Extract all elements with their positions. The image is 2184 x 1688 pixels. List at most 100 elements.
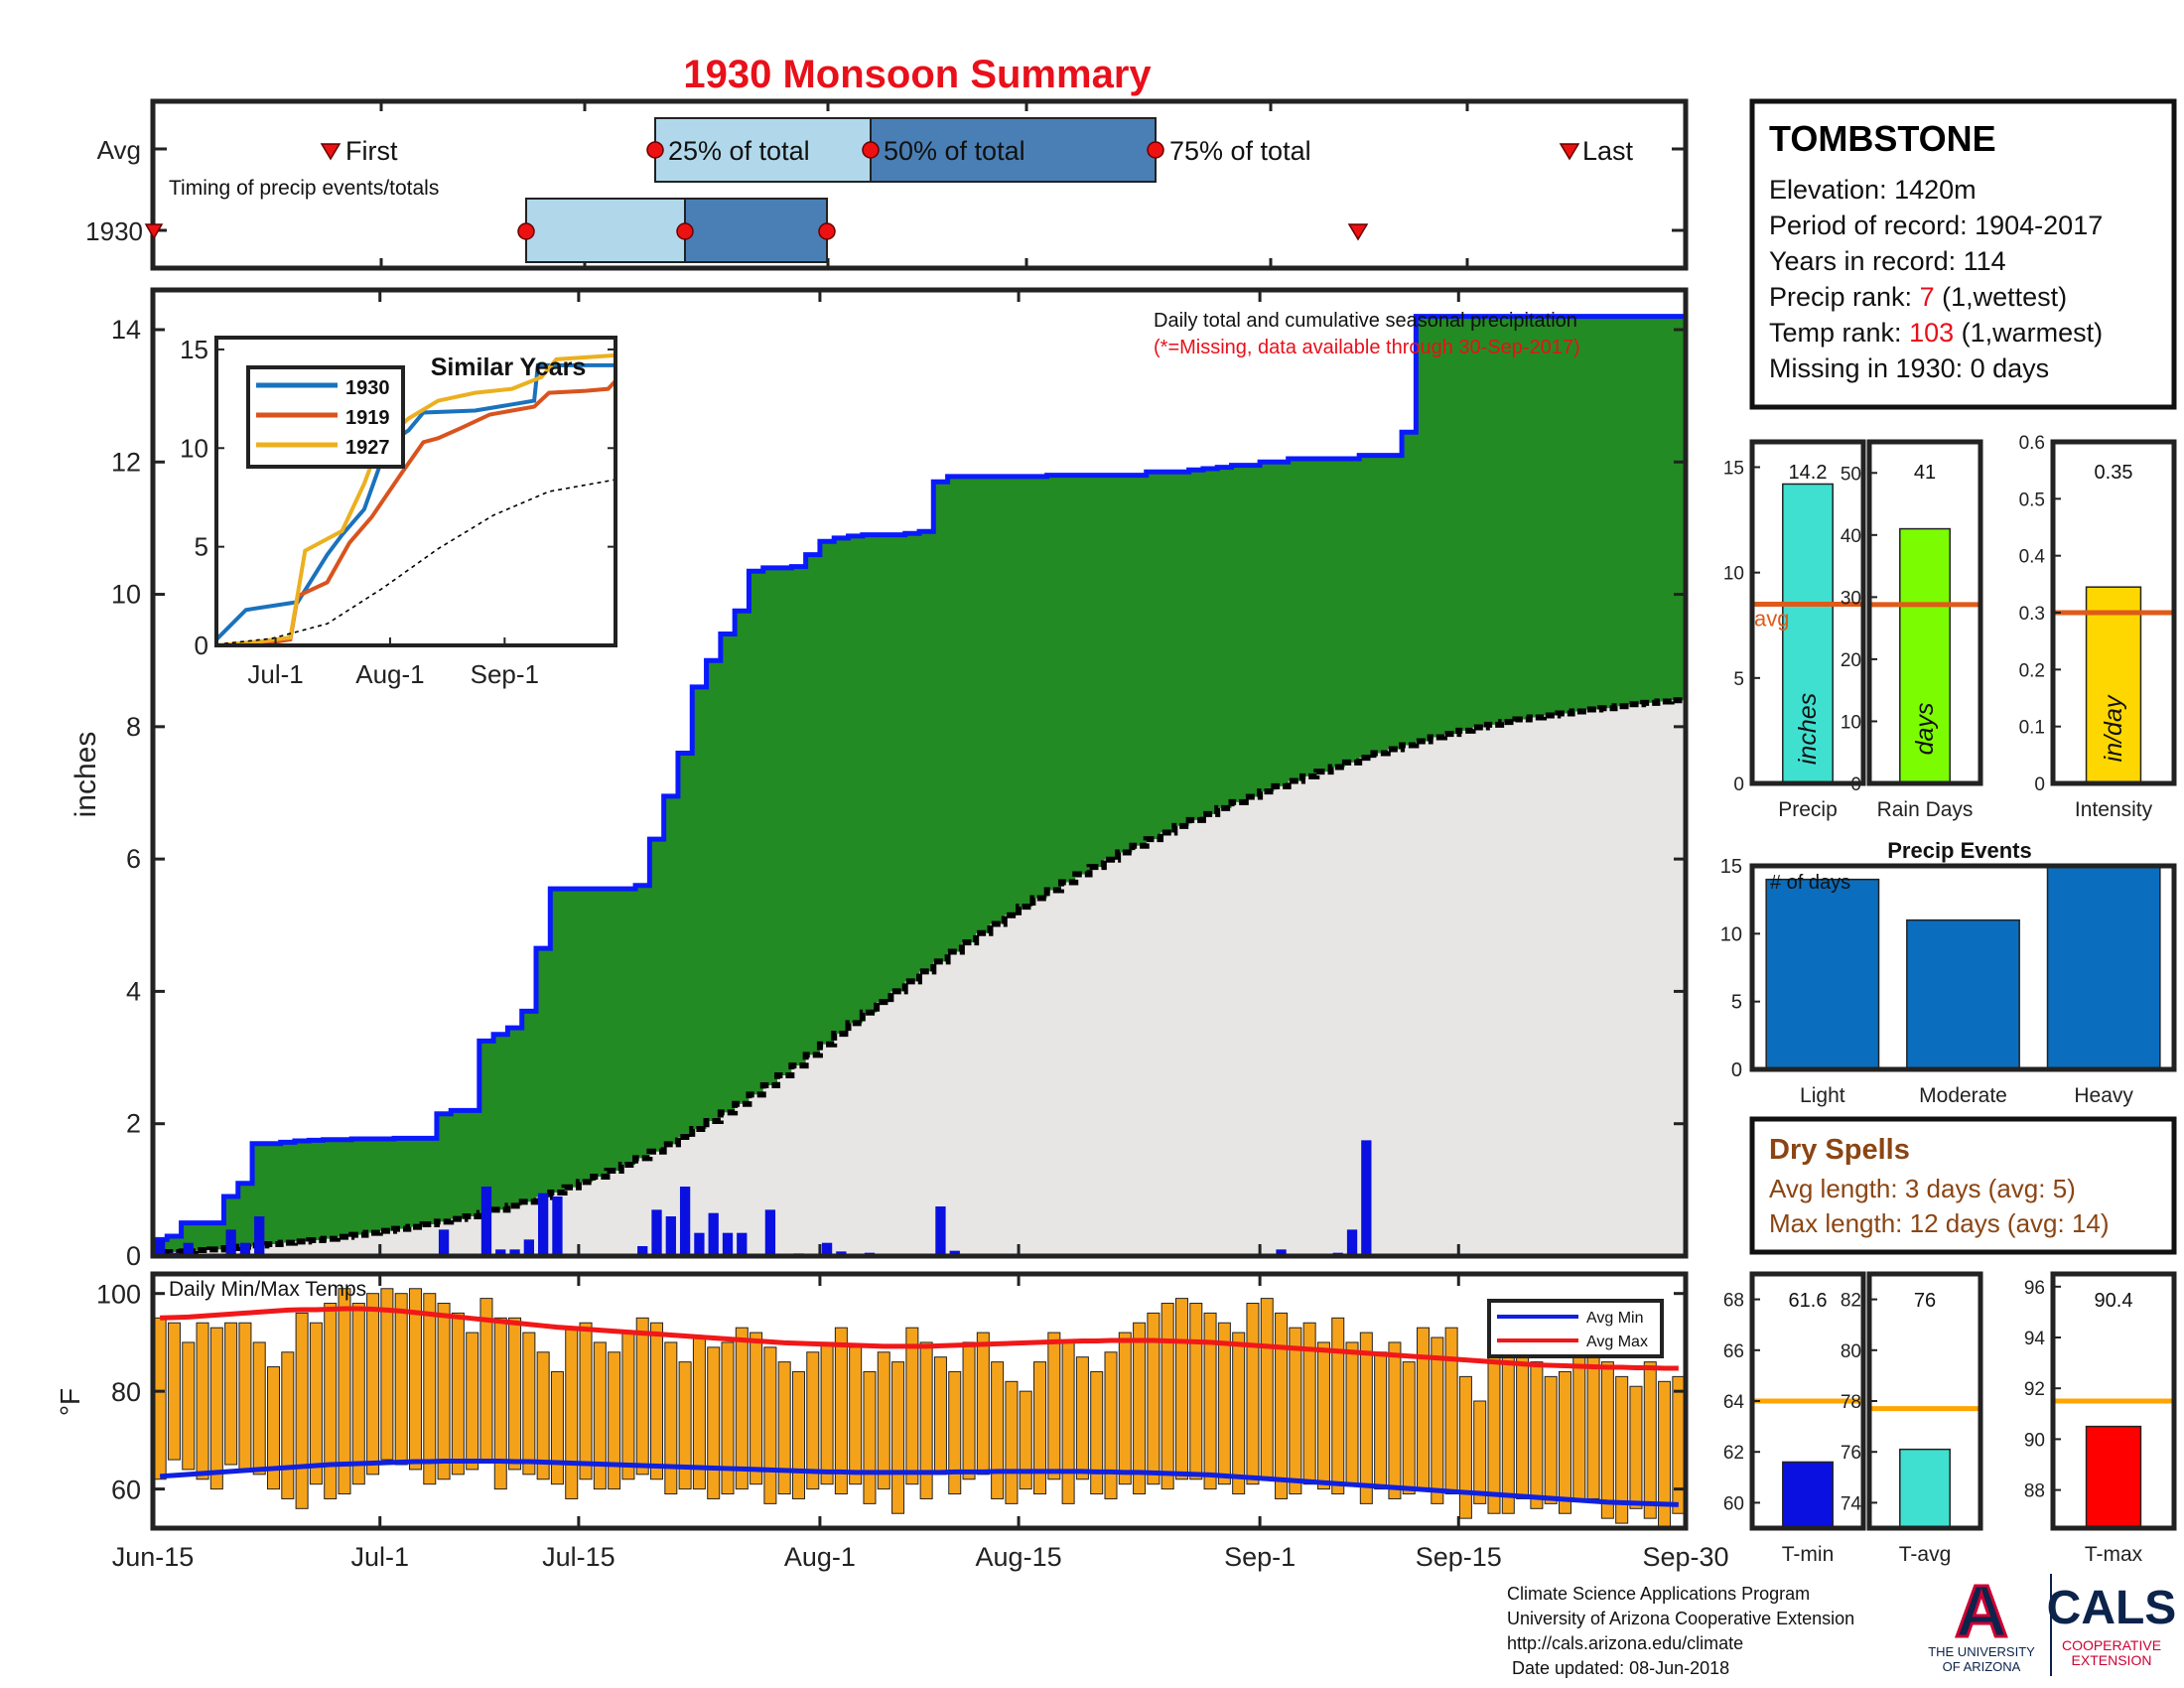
precip-events-chart: Precip Events Light Moderate Heavy 0 5 10 15 #… bbox=[1720, 838, 2177, 1107]
dry-spells-avg: Avg length: 3 days (avg: 5) bbox=[1769, 1174, 2076, 1203]
date-tick-label: Jul-1 bbox=[350, 1542, 409, 1572]
gauge-tick-label: 0 bbox=[1733, 774, 1744, 795]
daily-temp-bar bbox=[1316, 1341, 1330, 1490]
cals-logo: CALS COOPERATIVE EXTENSION bbox=[2047, 1582, 2177, 1668]
gauge-tick-label: 76 bbox=[1841, 1443, 1861, 1464]
inset-legend: 1930 1919 1927 bbox=[246, 365, 405, 469]
gauge-tick-label: 0.2 bbox=[2019, 660, 2045, 681]
avg-quartile-box-early bbox=[654, 117, 872, 183]
gauge-tick-label: 10 bbox=[1723, 564, 1744, 585]
main-precip-chart: 0 2 4 6 8 10 12 14 inches Daily total and cumul… bbox=[69, 287, 1689, 1271]
daily-temp-bar bbox=[664, 1341, 678, 1495]
daily-temp-bar bbox=[550, 1370, 564, 1485]
daily-temp-bar bbox=[1672, 1375, 1686, 1514]
daily-temp-bar bbox=[1246, 1303, 1260, 1485]
timing-panel: Avg 1930 Timing of precip events/totals … bbox=[85, 98, 1689, 271]
daily-precip-bar bbox=[495, 1249, 506, 1256]
daily-temp-bar bbox=[849, 1346, 863, 1485]
timing-caption: Timing of precip events/totals bbox=[169, 177, 439, 200]
daily-temp-bar bbox=[252, 1341, 266, 1476]
legend-label-avg-max: Avg Max bbox=[1586, 1334, 1648, 1350]
events-inside-label: # of days bbox=[1770, 872, 1850, 894]
cals-logo-line1: COOPERATIVE bbox=[2062, 1637, 2161, 1653]
daily-temp-bar bbox=[1530, 1361, 1544, 1509]
daily-temp-bar bbox=[1005, 1380, 1019, 1504]
daily-temp-bar bbox=[1019, 1390, 1032, 1490]
dry-spells-frame bbox=[1749, 1116, 2177, 1255]
daily-temp-bar bbox=[1033, 1361, 1047, 1495]
tmin-gauge-x-label: T-min bbox=[1782, 1543, 1835, 1566]
station-missing: Missing in 1930: 0 days bbox=[1769, 353, 2049, 383]
daily-temp-bar bbox=[834, 1327, 848, 1495]
daily-temp-bar bbox=[608, 1351, 621, 1490]
daily-temp-bar bbox=[1090, 1370, 1104, 1495]
main-y-tick-label: 0 bbox=[126, 1241, 141, 1271]
daily-temp-bar bbox=[1203, 1312, 1217, 1490]
daily-temp-bar bbox=[167, 1322, 181, 1461]
cumulative-precip-area bbox=[153, 316, 1686, 1253]
daily-precip-bar bbox=[438, 1229, 450, 1256]
intensity-gauge: 0 0.1 0.2 0.3 0.4 0.5 0.6 0.35 Intensity in/day bbox=[2019, 433, 2177, 821]
intensity-gauge-x-label: Intensity bbox=[2075, 798, 2153, 821]
avg-last-label: Last bbox=[1582, 136, 1634, 166]
ua-logo-line1: THE UNIVERSITY bbox=[1928, 1644, 2035, 1659]
date-tick-label: Sep-30 bbox=[1642, 1542, 1728, 1572]
daily-temp-bar bbox=[182, 1341, 196, 1471]
temperature-chart: 60 80 100 Daily Min/Max Temps °F Avg Min A… bbox=[55, 1271, 1689, 1531]
main-y-label: inches bbox=[69, 732, 102, 818]
tavg-gauge: 74 76 78 80 82 76 T-avg bbox=[1841, 1271, 1983, 1566]
date-tick-label: Jul-15 bbox=[542, 1542, 615, 1572]
daily-temp-bar bbox=[295, 1312, 309, 1509]
gauge-tick-label: 5 bbox=[1733, 669, 1744, 690]
inset-x-tick-label: Jul-1 bbox=[247, 659, 303, 689]
year-first-marker bbox=[144, 223, 164, 240]
events-bar-moderate bbox=[1906, 918, 2020, 1070]
similar-years-inset: 0 5 10 15 Jul-1 Aug-1 Sep-1 Similar Years 1930… bbox=[180, 335, 617, 689]
main-note-line2: (*=Missing, data available through 30-Se… bbox=[1154, 337, 1580, 358]
precip-gauge-unit-label: inches bbox=[1794, 693, 1822, 765]
daily-temp-bar bbox=[1075, 1356, 1089, 1480]
gauge-tick-label: 0.1 bbox=[2019, 718, 2045, 739]
daily-temp-bar bbox=[863, 1370, 877, 1504]
avg-p25-marker bbox=[646, 141, 664, 159]
gauge-tick-label: 88 bbox=[2024, 1481, 2045, 1502]
footer-credits: Climate Science Applications Program Uni… bbox=[1507, 1584, 1854, 1678]
gauge-tick-label: 92 bbox=[2024, 1379, 2045, 1400]
tavg-gauge-bar bbox=[1899, 1448, 1951, 1529]
date-tick-label: Sep-1 bbox=[1224, 1542, 1296, 1572]
events-title: Precip Events bbox=[1887, 838, 2032, 863]
gauge-tick-label: 0.3 bbox=[2019, 604, 2045, 625]
tavg-gauge-x-label: T-avg bbox=[1899, 1543, 1952, 1566]
precip-gauge-x-label: Precip bbox=[1778, 798, 1838, 821]
daily-temp-bar bbox=[891, 1361, 905, 1514]
temp-y-label: °F bbox=[55, 1388, 85, 1416]
daily-precip-bar bbox=[935, 1206, 946, 1256]
gauge-tick-label: 0.4 bbox=[2019, 547, 2046, 568]
daily-precip-bar bbox=[737, 1232, 748, 1256]
station-precip-rank: Precip rank: 7 (1,wettest) bbox=[1769, 282, 2067, 312]
daily-temp-bar bbox=[351, 1303, 365, 1485]
daily-temp-bar bbox=[820, 1341, 834, 1485]
year-quartile-box-late bbox=[684, 198, 828, 263]
events-y-tick-label: 0 bbox=[1731, 1059, 1742, 1081]
daily-temp-bar bbox=[1402, 1361, 1416, 1495]
daily-temp-bar bbox=[806, 1351, 820, 1490]
precip-rank-suffix: (1,wettest) bbox=[1935, 282, 2068, 312]
legend-label-1930: 1930 bbox=[345, 377, 390, 399]
average-cumulative-line bbox=[153, 697, 1686, 1256]
events-x-label: Moderate bbox=[1919, 1084, 2007, 1107]
daily-temp-bar bbox=[1217, 1322, 1231, 1485]
daily-temp-bar bbox=[1558, 1370, 1571, 1514]
legend-label-1927: 1927 bbox=[345, 437, 390, 459]
temp-legend: Avg Min Avg Max bbox=[1487, 1299, 1664, 1358]
daily-temp-bar bbox=[707, 1346, 721, 1499]
gauge-tick-label: 20 bbox=[1841, 650, 1861, 671]
daily-precip-bar bbox=[821, 1242, 833, 1256]
daily-temp-bar bbox=[1572, 1351, 1586, 1499]
events-frame bbox=[1749, 863, 2177, 1072]
daily-temp-bar bbox=[565, 1327, 579, 1499]
daily-temp-bar bbox=[1147, 1312, 1160, 1485]
daily-temp-bar bbox=[466, 1332, 479, 1471]
inset-y-tick-label: 15 bbox=[180, 335, 208, 364]
events-bars: Light Moderate Heavy 0 5 10 15 bbox=[1720, 856, 2161, 1107]
